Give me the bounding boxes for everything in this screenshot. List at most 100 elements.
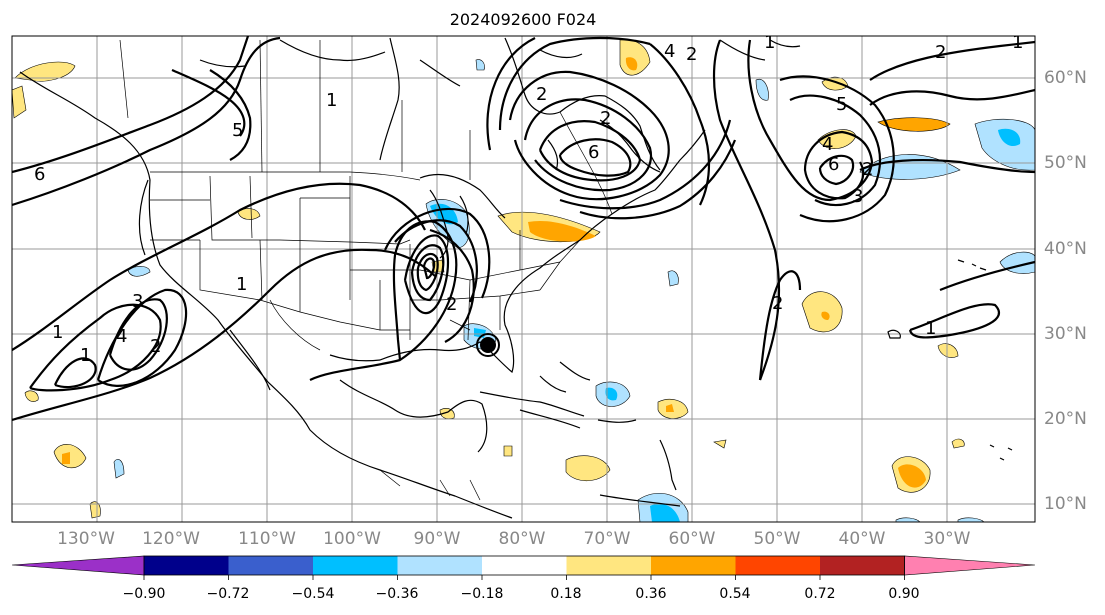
field-positive-core — [821, 311, 830, 320]
field-positive — [14, 61, 76, 82]
contour-label: 2 — [600, 108, 611, 129]
colorbar-tick-label: 0.36 — [635, 586, 667, 602]
contour-label: 1 — [52, 322, 63, 343]
contour-label: 2 — [862, 159, 873, 180]
contour-labels: 1 1 1 2 3 4 5 6 1 2 2 4 6 2 1 1 2 2 4 5 … — [34, 32, 1023, 366]
longitude-label: 60°W — [668, 529, 716, 549]
field-positive — [237, 208, 261, 220]
longitude-label: 80°W — [498, 529, 546, 549]
colorbar-segment — [482, 556, 567, 575]
contour-label: 2 — [536, 84, 547, 105]
latitude-label: 20°N — [1044, 409, 1087, 429]
colorbar-segment — [228, 556, 313, 575]
contour-label: 5 — [232, 120, 243, 141]
field-positive-core — [666, 404, 674, 412]
longitude-label: 120°W — [142, 529, 200, 549]
shaded-fields — [12, 39, 1035, 522]
field-positive-core — [625, 57, 638, 71]
field-positive — [877, 117, 951, 132]
contour-label: 6 — [34, 164, 45, 185]
field-negative — [974, 118, 1035, 171]
field-positive — [713, 439, 727, 449]
contour-label: 6 — [588, 142, 599, 163]
colorbar-segment — [397, 556, 482, 575]
field-positive — [89, 501, 101, 519]
field-positive — [937, 343, 959, 358]
graticule — [12, 36, 1035, 522]
contour-label: 2 — [686, 44, 697, 65]
field-negative — [113, 459, 125, 479]
contour-label: 1 — [764, 32, 775, 53]
colorbar-tick-label: 0.54 — [719, 586, 751, 602]
contour-label: 4 — [116, 326, 127, 347]
contour-label: 1 — [80, 345, 91, 366]
latitude-label: 40°N — [1044, 239, 1087, 259]
latitude-label: 10°N — [1044, 494, 1087, 514]
field-positive — [12, 85, 27, 119]
colorbar-tick-label: −0.90 — [122, 586, 166, 602]
longitude-label: 100°W — [323, 529, 381, 549]
longitude-label: 110°W — [238, 529, 296, 549]
colorbar-segment — [820, 556, 905, 575]
contour-label: 1 — [1012, 32, 1023, 53]
field-negative-core — [605, 387, 618, 401]
colorbar-segment — [144, 556, 229, 575]
field-positive-core — [528, 220, 596, 242]
colorbar-segment — [313, 556, 398, 575]
latitude-label: 30°N — [1044, 324, 1087, 344]
contour-label: 3 — [852, 186, 863, 207]
colorbar-segment — [566, 556, 651, 575]
colorbar-tick-label: 0.72 — [804, 586, 836, 602]
contour-label: 1 — [326, 90, 337, 111]
longitude-label: 30°W — [923, 529, 971, 549]
contour-label: 4 — [664, 41, 675, 62]
field-negative — [755, 78, 769, 101]
field-positive — [801, 291, 843, 333]
field-negative-core — [650, 503, 680, 522]
contour-label: 6 — [828, 154, 839, 175]
field-negative — [895, 517, 921, 522]
coastlines — [19, 37, 1013, 519]
longitude-label: 40°W — [838, 529, 886, 549]
latitude-label: 60°N — [1044, 68, 1087, 88]
field-negative — [859, 154, 961, 180]
contour-label: 4 — [822, 134, 833, 155]
longitude-label: 90°W — [413, 529, 461, 549]
field-negative — [127, 266, 151, 277]
contours — [12, 36, 1035, 422]
longitude-label: 130°W — [57, 529, 115, 549]
colorbar-tick-label: −0.36 — [375, 586, 419, 602]
field-positive-core — [62, 452, 70, 464]
field-negative — [667, 270, 679, 287]
field-positive — [24, 390, 39, 402]
colorbar-segment — [735, 556, 820, 575]
colorbar — [11, 555, 1036, 580]
field-positive — [565, 455, 611, 482]
contour-label: 5 — [836, 94, 847, 115]
contour-label: 2 — [772, 293, 783, 314]
colorbar-segment — [11, 555, 145, 576]
colorbar-tick-label: −0.72 — [206, 586, 250, 602]
colorbar-tick-label: 0.90 — [888, 586, 920, 602]
storm-marker — [476, 333, 500, 357]
field-negative — [957, 517, 985, 522]
field-negative — [475, 59, 485, 71]
colorbar-segment — [651, 556, 736, 575]
contour-label: 3 — [132, 291, 143, 312]
field-positive — [951, 438, 965, 449]
contour-label: 1 — [236, 274, 247, 295]
field-positive — [439, 408, 455, 420]
colorbar-tick-label: −0.54 — [291, 586, 335, 602]
map-frame — [11, 35, 1036, 523]
colorbar-tick-label: −0.18 — [460, 586, 504, 602]
field-negative-core — [998, 128, 1021, 147]
political-borders — [119, 39, 613, 501]
colorbar-tick-label: 0.18 — [550, 586, 582, 602]
contour-label: 2 — [150, 336, 161, 357]
map-title: 2024092600 F024 — [449, 10, 597, 29]
field-positive-core — [898, 464, 926, 488]
colorbar-segment — [904, 555, 1036, 576]
contour-label: 2 — [935, 42, 946, 63]
longitude-label: 50°W — [753, 529, 801, 549]
longitude-label: 70°W — [583, 529, 631, 549]
